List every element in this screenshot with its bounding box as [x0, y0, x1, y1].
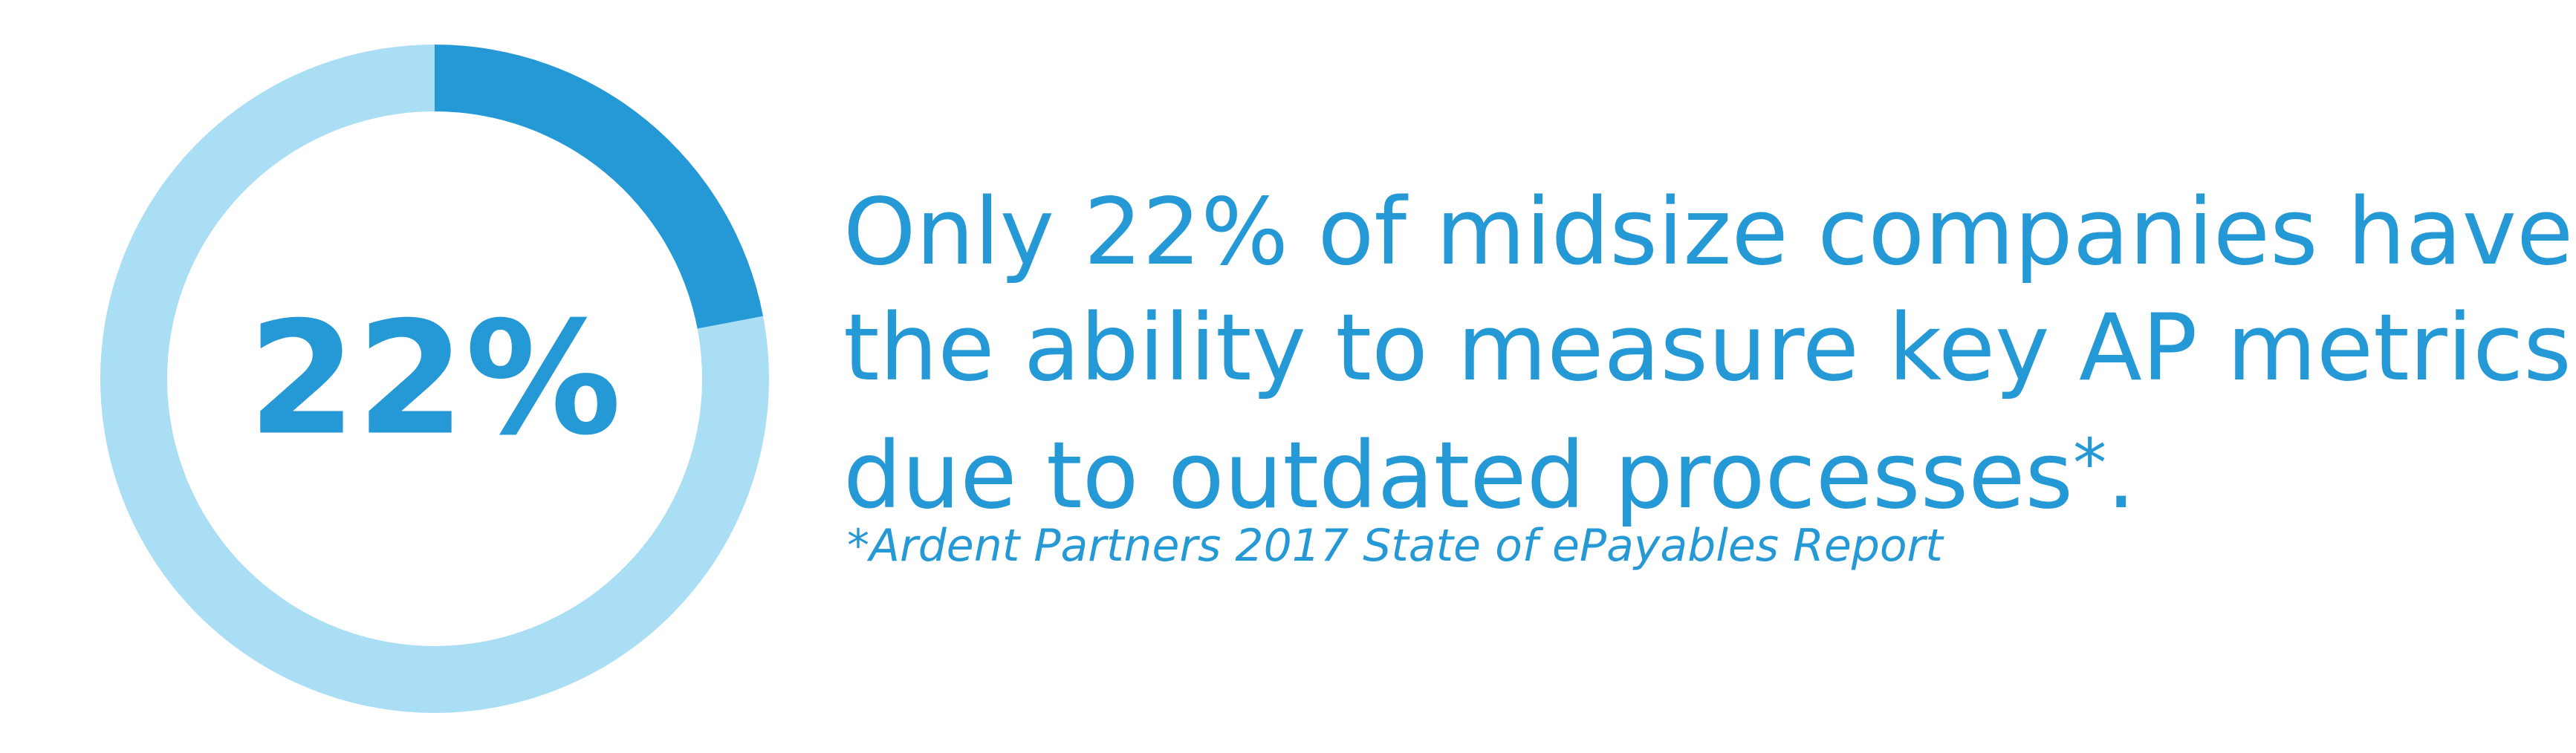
- donut-segments: [100, 45, 769, 713]
- statement-line-3: due to outdated processes*.: [843, 406, 2552, 534]
- statement-line-3-text: due to outdated processes: [843, 423, 2074, 529]
- statement-line-1: Only 22% of midsize companies have: [843, 179, 2574, 286]
- donut-segment-highlight: [435, 45, 764, 329]
- footnote-mark: *: [2073, 425, 2107, 503]
- statement-end-punctuation: .: [2106, 423, 2136, 529]
- donut-chart: 22%: [100, 45, 769, 713]
- statement-line-2: the ability to measure key AP metrics: [843, 295, 2572, 402]
- statistic-statement: Only 22% of midsize companies have the a…: [843, 175, 2574, 534]
- donut-center-label: 22%: [248, 288, 622, 470]
- source-citation: *Ardent Partners 2017 State of ePayables…: [847, 520, 1943, 572]
